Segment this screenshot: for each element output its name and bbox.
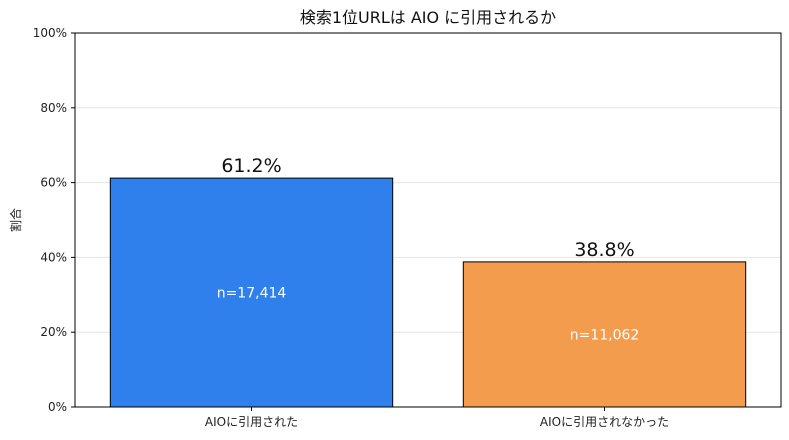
plot-frame [74,32,782,408]
y-tick-label: 100% [33,26,67,40]
bar-value-label: 61.2% [221,155,281,177]
y-axis-ticks: 0% 20% 40% 60% 80% 100% [33,26,75,414]
bar-value-label: 38.8% [574,239,634,261]
bar-count-label: n=17,414 [217,286,287,302]
chart-title: 検索1位URLは AIO に引用されるか [300,8,556,27]
y-tick-label: 80% [40,101,67,115]
bars: 61.2% n=17,414 38.8% n=11,062 [109,155,747,408]
y-tick-label: 40% [40,250,67,264]
bar [109,177,394,408]
bar-count-label: n=11,062 [570,327,640,343]
x-tick-label: AIOに引用されなかった [540,415,669,429]
y-tick-label: 60% [40,176,67,190]
y-axis-label: 割合 [8,208,23,232]
x-tick-label: AIOに引用された [205,415,298,429]
y-tick-label: 0% [48,400,67,414]
x-axis-ticks: AIOに引用された AIOに引用されなかった [205,407,669,429]
y-tick-label: 20% [40,325,67,339]
